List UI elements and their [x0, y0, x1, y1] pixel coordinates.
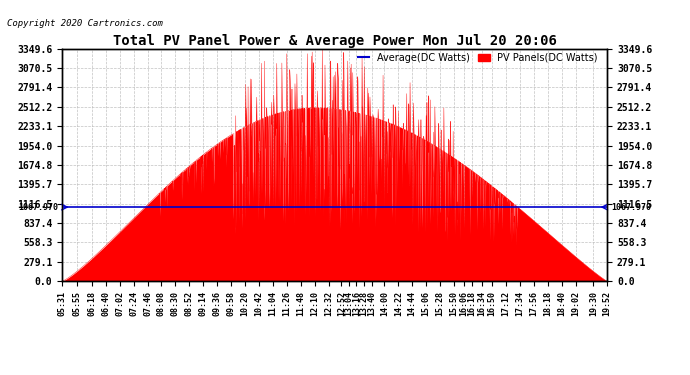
Text: Copyright 2020 Cartronics.com: Copyright 2020 Cartronics.com	[7, 19, 163, 28]
Text: 1067.970: 1067.970	[18, 202, 58, 211]
Legend: Average(DC Watts), PV Panels(DC Watts): Average(DC Watts), PV Panels(DC Watts)	[354, 49, 602, 66]
Title: Total PV Panel Power & Average Power Mon Jul 20 20:06: Total PV Panel Power & Average Power Mon…	[112, 34, 557, 48]
Text: 1067.970: 1067.970	[611, 202, 651, 211]
